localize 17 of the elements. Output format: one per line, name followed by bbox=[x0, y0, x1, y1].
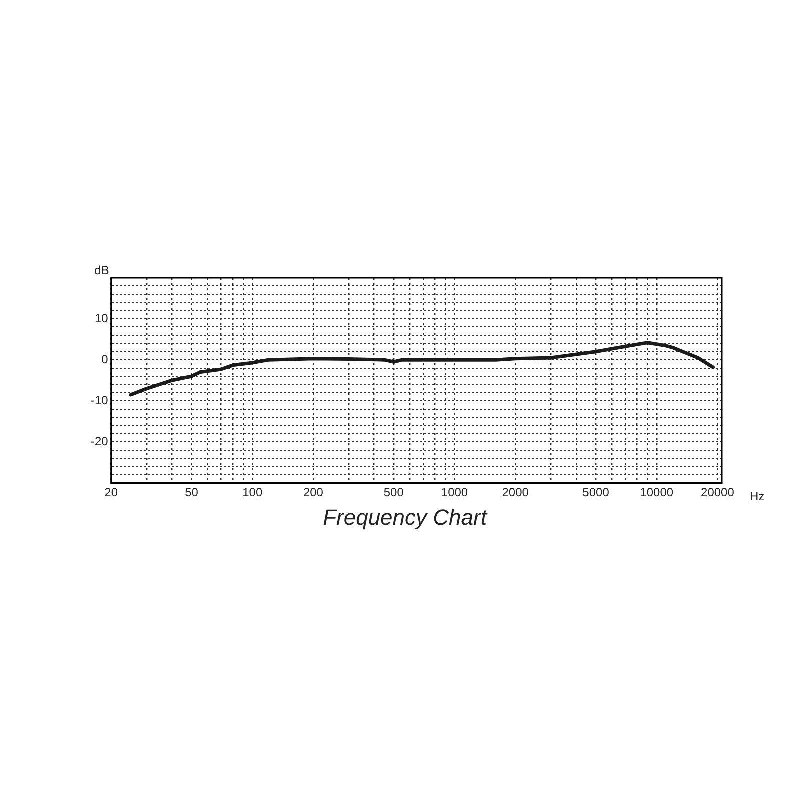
x-tick-label: 1000 bbox=[441, 486, 468, 500]
y-tick-label: 0 bbox=[102, 352, 109, 366]
x-tick-label: 100 bbox=[242, 486, 263, 500]
x-axis-title: Hz bbox=[750, 490, 765, 504]
x-tick-label: 20 bbox=[104, 486, 118, 500]
y-tick-label: -10 bbox=[91, 393, 109, 408]
x-tick-label: 200 bbox=[303, 486, 324, 500]
x-tick-label: 2000 bbox=[502, 486, 530, 500]
x-tick-label: 5000 bbox=[582, 486, 610, 500]
text: Frequency Chart bbox=[323, 504, 488, 530]
x-tick-label: 10000 bbox=[640, 486, 674, 500]
x-tick-label: 50 bbox=[185, 486, 199, 500]
x-tick-label: 20000 bbox=[701, 486, 735, 500]
x-tick-label: 500 bbox=[384, 486, 404, 500]
y-tick-label: -20 bbox=[91, 434, 109, 448]
y-axis-title: dB bbox=[94, 263, 110, 278]
y-tick-label: 10 bbox=[94, 311, 109, 326]
